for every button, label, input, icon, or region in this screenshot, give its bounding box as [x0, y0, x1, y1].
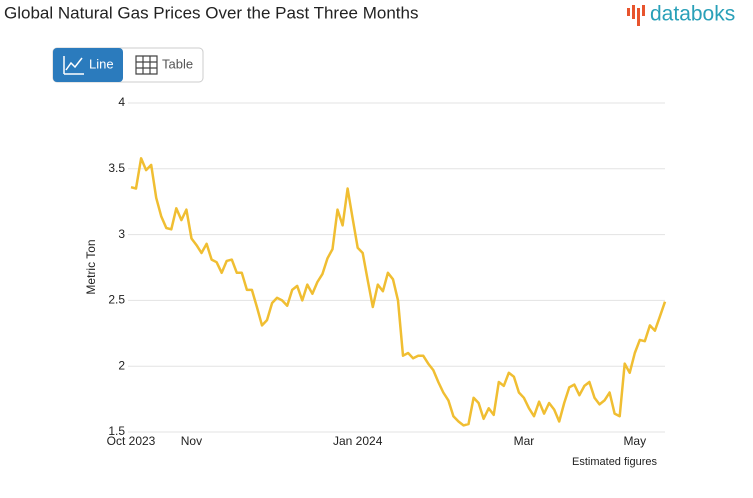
line — [130, 157, 667, 427]
line-button[interactable]: Line — [53, 48, 123, 82]
y-tick-label: 2 — [118, 358, 125, 372]
y-tick-label: 3 — [118, 227, 125, 241]
logo-icon — [637, 8, 640, 26]
x-tick-label: Oct 2023 — [107, 434, 156, 448]
y-tick-label: 1.5 — [108, 424, 125, 438]
x-tick-label: Mar — [514, 434, 535, 448]
line-icon[interactable] — [63, 56, 84, 75]
note: Estimated figures — [572, 456, 657, 468]
y-tick-label: 2.5 — [108, 293, 125, 307]
logo: databoks — [627, 3, 735, 26]
y-axis-label: Metric Ton — [84, 239, 98, 294]
x-tick-label: May — [623, 434, 646, 448]
y-tick-label: 3.5 — [108, 161, 125, 175]
chart-title: Global Natural Gas Prices Over the Past … — [4, 3, 418, 22]
table-icon[interactable] — [135, 55, 158, 75]
logo-icon — [632, 5, 635, 19]
brand: databoks — [650, 3, 735, 26]
logo-icon — [642, 5, 645, 16]
x-tick-label: Jan 2024 — [333, 434, 383, 448]
logo-icon — [627, 8, 630, 16]
button-label[interactable]: Line — [89, 56, 114, 71]
button-label[interactable]: Table — [162, 56, 193, 71]
x-tick-label: Nov — [181, 434, 202, 448]
y-tick-label: 4 — [118, 95, 125, 109]
table-button[interactable]: Table — [135, 55, 193, 75]
